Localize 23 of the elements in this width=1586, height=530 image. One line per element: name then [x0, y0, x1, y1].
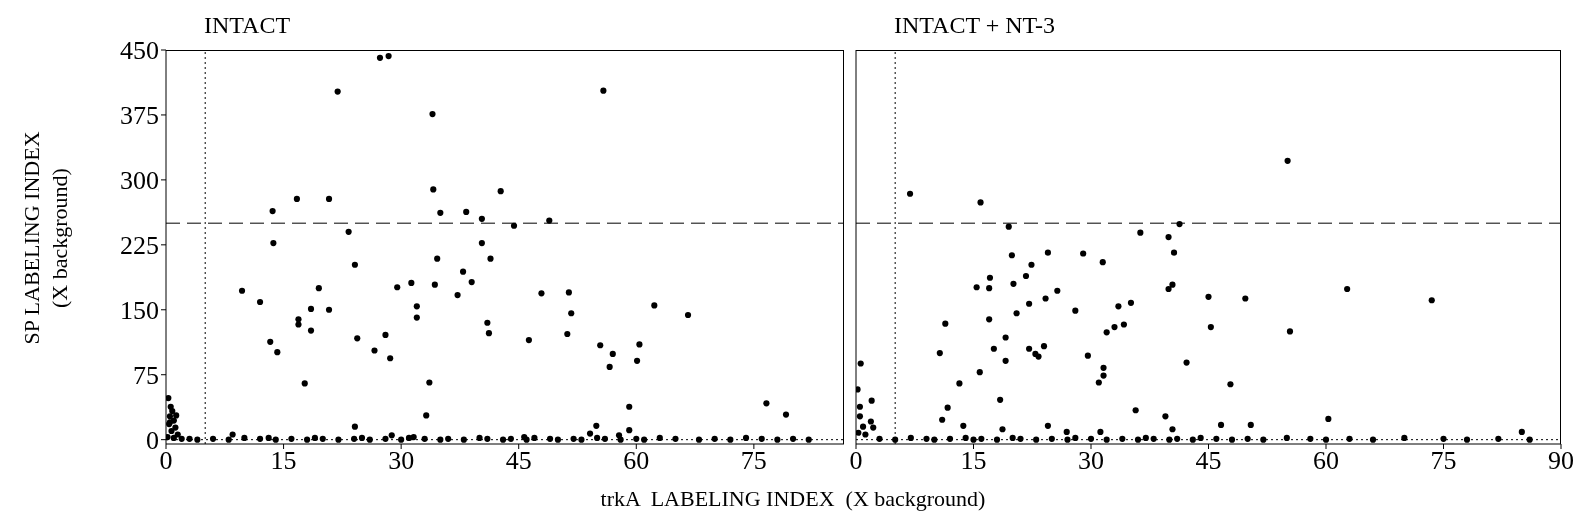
y-tick-label: 450	[120, 36, 159, 66]
y-tick-label: 150	[120, 296, 159, 326]
x-tick-label: 0	[849, 446, 863, 476]
x-tick-label: 75	[740, 446, 767, 476]
x-tick-label: 30	[1078, 446, 1104, 476]
chart-title: INTACT	[204, 12, 291, 39]
x-tick-label: 90	[1548, 446, 1574, 476]
x-tick-label: 15	[270, 446, 297, 476]
y-tick-label: 225	[120, 231, 159, 261]
x-tick-label: 45	[505, 446, 532, 476]
x-tick-label: 60	[623, 446, 650, 476]
x-tick-label: 30	[388, 446, 415, 476]
y-axis-title: SP LABELING INDEX (X background)	[18, 130, 73, 347]
chart-title: INTACT + NT-3	[894, 12, 1055, 39]
x-tick-label: 45	[1195, 446, 1222, 476]
x-tick-label: 60	[1313, 446, 1339, 476]
y-tick-label: 0	[146, 425, 159, 455]
x-axis-title: trkA LABELING INDEX (X background)	[599, 486, 987, 512]
x-tick-label: 15	[960, 446, 987, 476]
y-tick-label: 375	[120, 101, 159, 131]
x-tick-label: 75	[1430, 446, 1457, 476]
y-tick-label: 300	[120, 166, 159, 196]
y-tick-label: 75	[133, 360, 159, 390]
